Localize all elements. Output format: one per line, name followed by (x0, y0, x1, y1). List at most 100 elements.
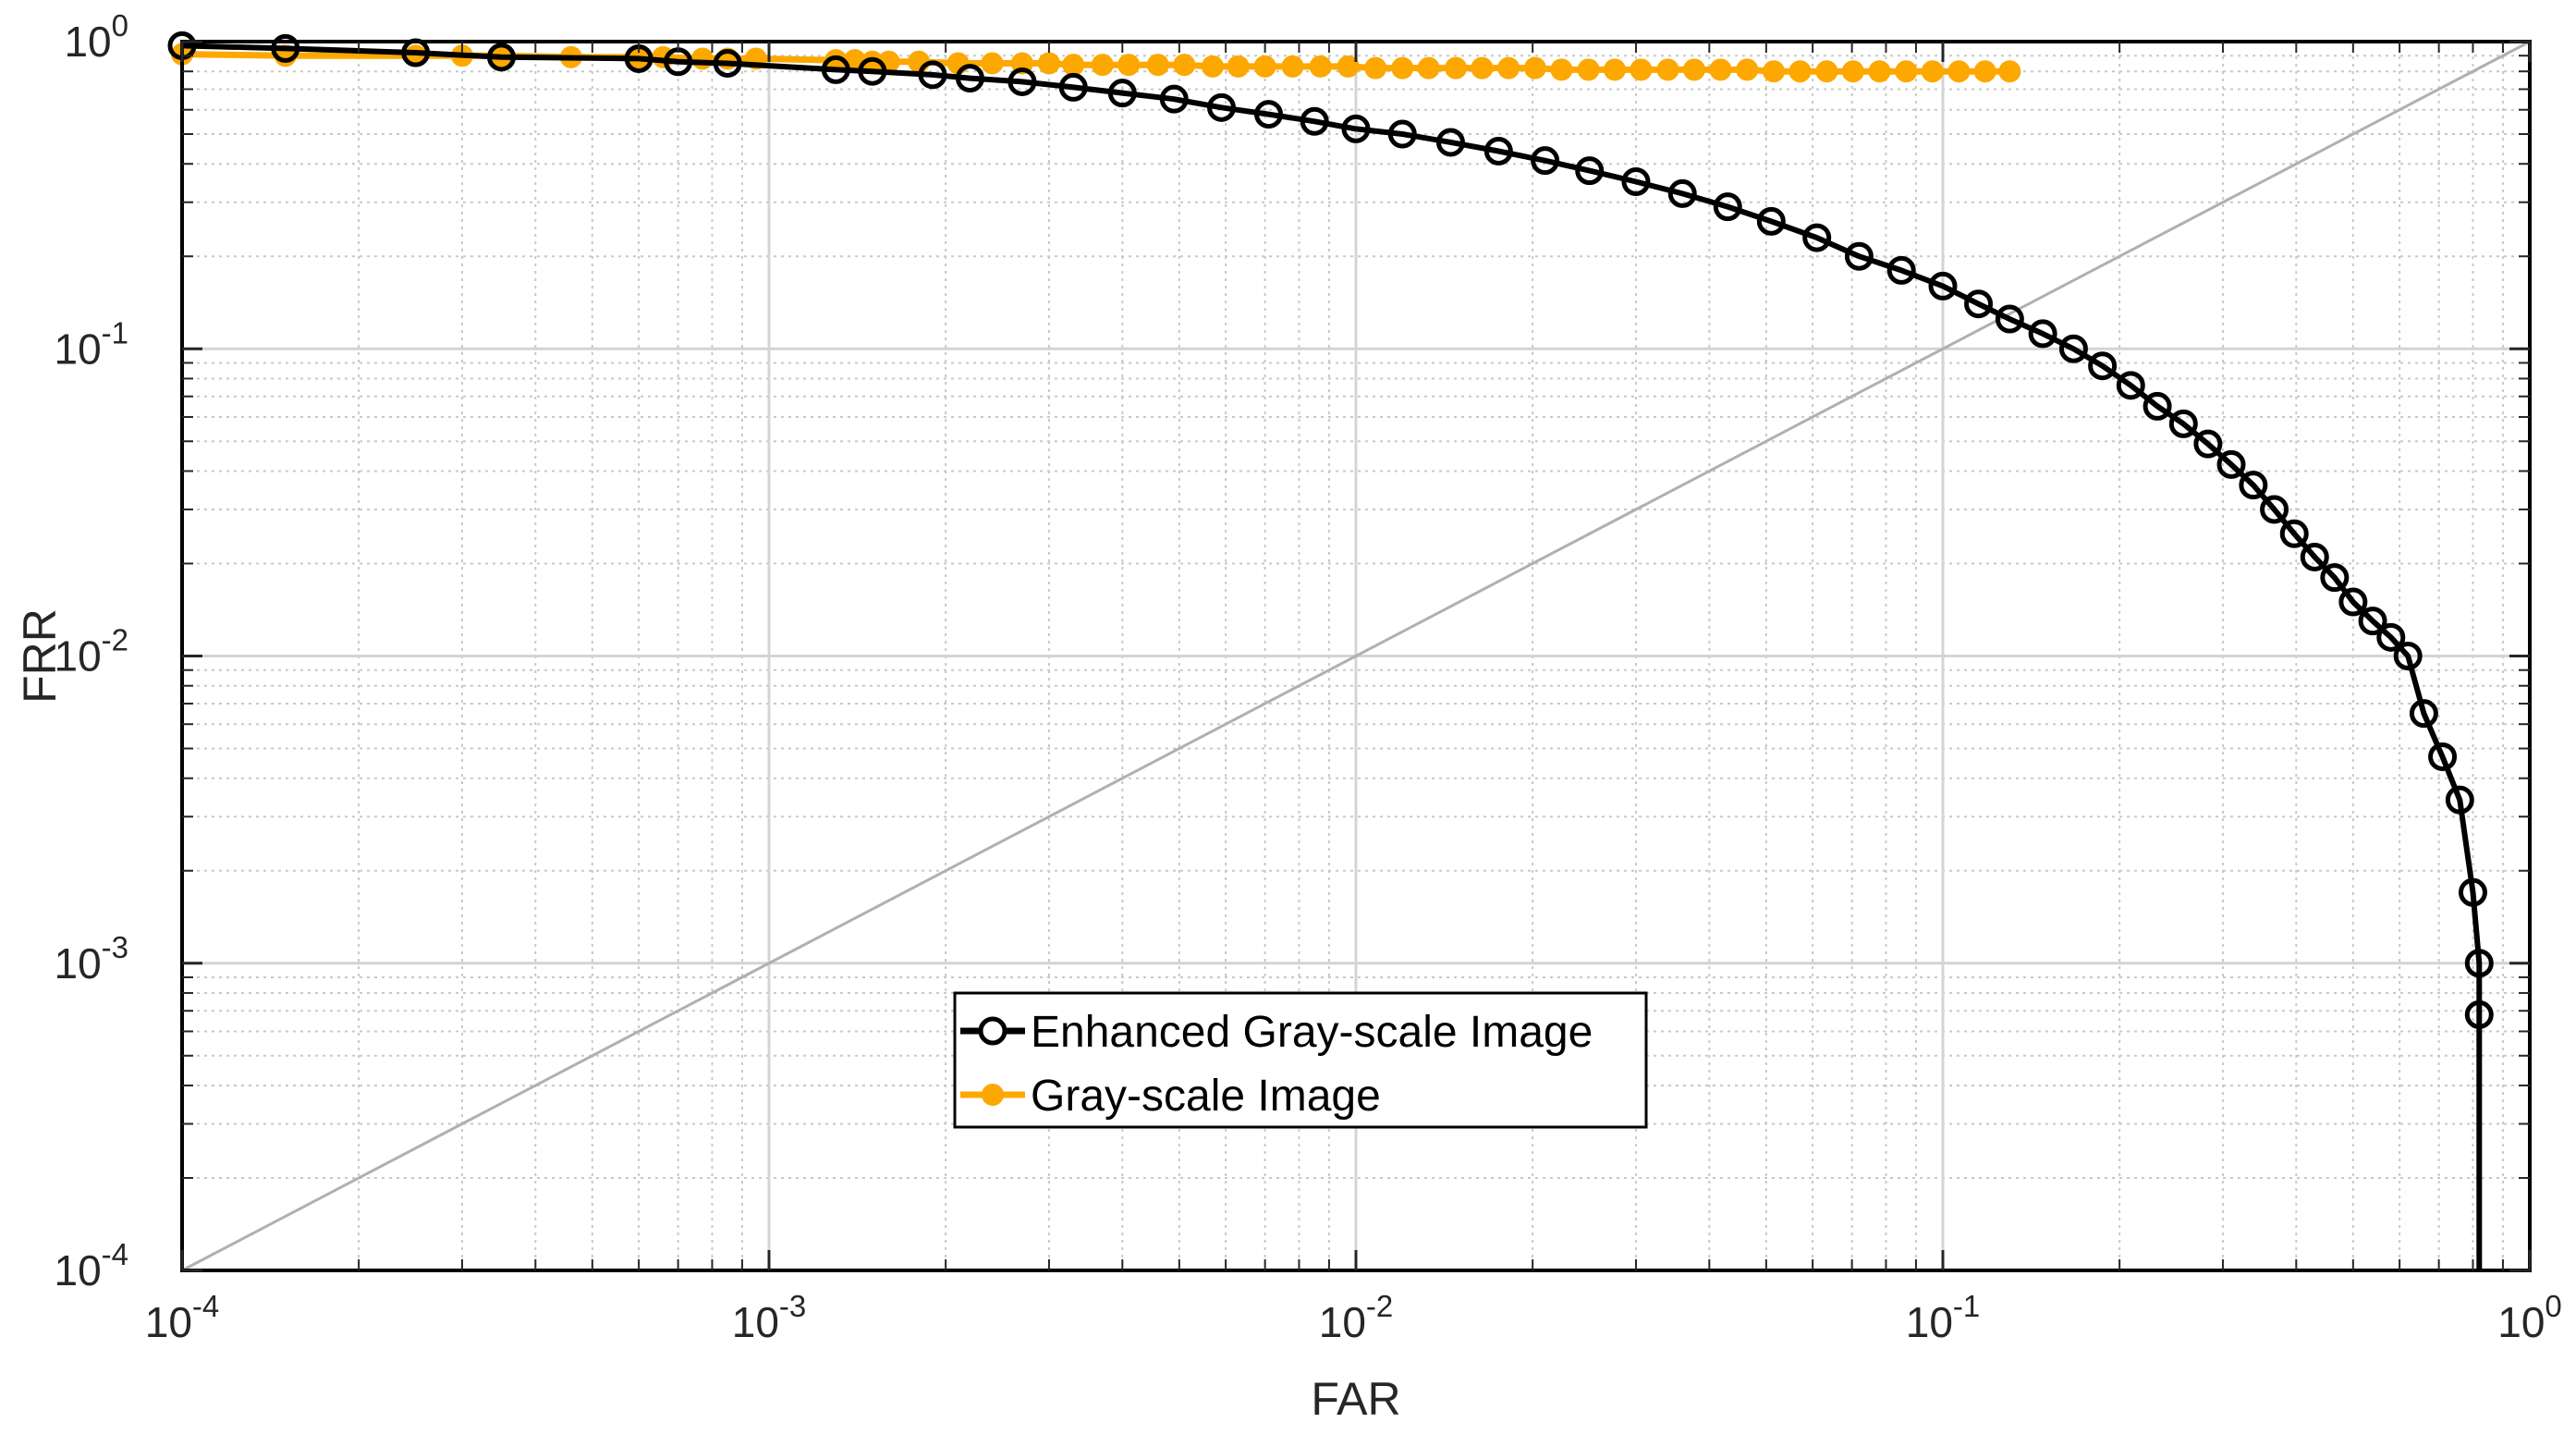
x-tick-exponent: -3 (779, 1289, 806, 1323)
data-point (1973, 60, 1996, 83)
data-point (1417, 56, 1440, 80)
data-point (1364, 56, 1387, 80)
data-point (1964, 289, 1994, 319)
data-point (271, 33, 300, 63)
y-tick-base: 10 (64, 18, 111, 66)
data-point (955, 64, 984, 93)
data-point (1928, 271, 1958, 300)
data-point (1337, 55, 1360, 78)
x-tick-base: 10 (1319, 1298, 1366, 1346)
series-enhanced (167, 31, 2494, 1270)
data-point (2320, 563, 2350, 593)
data-point (2116, 371, 2145, 400)
data-point (2260, 495, 2289, 524)
y-axis-label: FRR (14, 608, 66, 704)
data-point (1550, 58, 1573, 81)
legend: Enhanced Gray-scale Image Gray-scale Ima… (953, 991, 1648, 1129)
y-tick-label: 10-4 (54, 1237, 128, 1294)
data-point (2028, 319, 2057, 349)
data-point (1173, 54, 1196, 77)
data-point (1445, 56, 1468, 80)
data-point (858, 56, 887, 86)
data-point (2300, 542, 2329, 571)
y-tick-label: 10-3 (54, 930, 128, 987)
data-point (1603, 58, 1626, 81)
y-tick-base: 10 (54, 325, 101, 373)
y-tick-label: 10-1 (54, 315, 128, 373)
data-point (908, 50, 931, 73)
data-point (1091, 54, 1114, 77)
data-point (713, 48, 742, 78)
data-point (1497, 56, 1520, 80)
series-layer (167, 31, 2494, 1270)
data-point (1815, 60, 1838, 83)
data-point (1391, 56, 1414, 80)
data-point (2376, 622, 2406, 652)
data-point (1201, 55, 1224, 78)
x-tick-base: 10 (145, 1298, 192, 1346)
data-point (1886, 255, 1916, 285)
data-point (1107, 79, 1137, 108)
legend-label-grayscale: Gray-scale Image (1031, 1072, 1381, 1121)
legend-box (953, 991, 1648, 1129)
data-point (1471, 56, 1494, 80)
data-point (821, 55, 850, 84)
data-point (1713, 192, 1742, 222)
data-point (2168, 409, 2198, 438)
data-point (918, 60, 947, 90)
data-point (1709, 58, 1732, 81)
data-point (1998, 60, 2021, 83)
data-point (1736, 58, 1759, 81)
x-tick-labels: 10-4 10-3 10-2 10-1 100 (145, 1289, 2562, 1346)
data-point (1341, 114, 1371, 143)
data-point (1300, 106, 1329, 136)
y-tick-label: 10-2 (54, 623, 128, 681)
data-point (1206, 92, 1236, 122)
y-tick-exponent: -1 (102, 315, 128, 350)
data-point (2409, 699, 2438, 729)
data-point (1577, 58, 1600, 81)
data-point (1037, 52, 1060, 75)
y-tick-exponent: -2 (102, 623, 128, 657)
data-point (1253, 55, 1276, 78)
data-point (1281, 55, 1304, 78)
x-tick-label: 100 (2497, 1289, 2562, 1346)
data-point (2428, 742, 2458, 771)
data-point (2088, 351, 2118, 381)
legend-marker-enhanced (978, 1016, 1007, 1046)
x-tick-label: 10-1 (1906, 1289, 1981, 1346)
data-point (1254, 100, 1284, 129)
reference-diagonal-layer (181, 40, 2531, 1272)
reference-diagonal (181, 40, 2531, 1272)
data-point (1531, 146, 1560, 176)
x-tick-base: 10 (2497, 1298, 2545, 1346)
y-tick-exponent: -4 (102, 1237, 128, 1271)
legend-marker-grayscale (982, 1084, 1004, 1106)
legend-label-enhanced: Enhanced Gray-scale Image (1031, 1008, 1593, 1057)
x-tick-label: 10-4 (145, 1289, 220, 1346)
x-tick-label: 10-2 (1319, 1289, 1394, 1346)
x-axis-label: FAR (1311, 1373, 1400, 1425)
data-point (1523, 56, 1546, 80)
data-point (486, 43, 516, 72)
data-point (1844, 241, 1874, 271)
data-point (2358, 607, 2387, 636)
data-point (1921, 60, 1944, 83)
data-point (1435, 128, 1465, 157)
data-point (1227, 55, 1250, 78)
data-point (1010, 52, 1033, 75)
data-point (1146, 54, 1169, 77)
data-point (1575, 156, 1605, 186)
y-tick-base: 10 (54, 1246, 101, 1294)
data-point (1387, 119, 1417, 149)
data-point (2445, 785, 2474, 815)
data-point (2338, 587, 2368, 617)
data-point (2058, 334, 2088, 363)
x-tick-exponent: 0 (2545, 1289, 2561, 1323)
data-point (1895, 60, 1918, 83)
data-point (2239, 471, 2268, 500)
y-tick-base: 10 (54, 632, 101, 681)
x-tick-exponent: -1 (1953, 1289, 1980, 1323)
y-tick-exponent: 0 (112, 8, 128, 43)
